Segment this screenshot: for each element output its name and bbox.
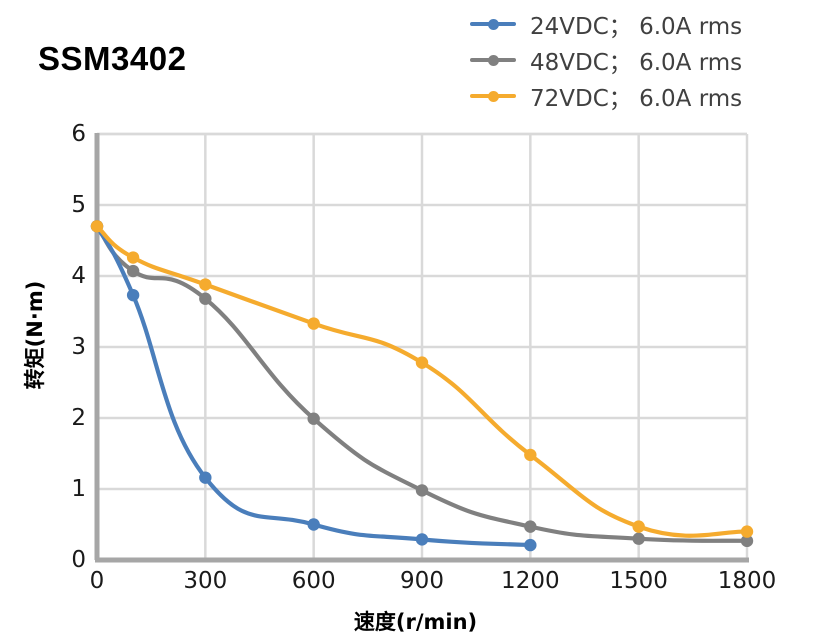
data-point [126,288,140,302]
y-tick-label: 4 [71,263,86,289]
legend-label-24vdc: 24VDC； 6.0A rms [530,14,743,40]
legend-dot-48vdc [487,54,499,66]
y-tick-label: 1 [71,476,86,502]
data-point [126,251,140,264]
legend-label-72vdc: 72VDC； 6.0A rms [530,86,743,112]
y-axis-title: 转矩(N·m) [23,280,47,390]
data-point [126,264,140,278]
data-point [524,520,537,533]
data-point [524,448,537,462]
x-tick-label: 1500 [609,568,668,594]
y-tick-label: 5 [71,192,86,218]
data-point [199,471,212,484]
data-point [740,525,754,538]
series-line [94,224,750,543]
data-point [415,356,429,369]
x-tick-label: 1800 [717,568,777,594]
legend-dot-72vdc [487,90,499,102]
series-line [94,224,750,538]
data-point [740,534,754,548]
x-axis-title: 速度(r/min) [353,610,478,634]
data-point [415,484,429,497]
legend-item-72vdc[interactable]: 72VDC； 6.0A rms [470,82,743,112]
series-72vdc [90,220,754,538]
legend-item-48vdc[interactable]: 48VDC； 6.0A rms [470,46,743,76]
data-point [415,533,429,546]
legend-marker-48vdc [470,53,516,67]
legend-label-48vdc: 48VDC； 6.0A rms [530,50,743,76]
legend-dot-24vdc [487,18,499,30]
y-tick-label: 2 [71,405,86,431]
data-point [632,520,645,533]
x-tick-label: 0 [89,568,105,594]
x-tick-label: 600 [291,568,336,594]
legend-item-24vdc[interactable]: 24VDC； 6.0A rms [470,10,743,40]
page-title: SSM3402 [38,40,187,77]
data-point [524,538,537,552]
x-tick-label: 1200 [501,568,560,594]
data-point [307,518,320,531]
data-point [90,220,104,233]
data-point [307,412,320,425]
legend-marker-24vdc [470,17,516,31]
chart-legend: 24VDC； 6.0A rms 48VDC； 6.0A rms 72VDC； 6… [470,10,743,112]
legend-marker-72vdc [470,89,516,103]
x-tick-label: 300 [183,568,228,594]
x-tick-label: 900 [400,568,444,594]
axis-lines [94,133,749,563]
data-point [307,317,320,330]
data-point [199,278,212,291]
data-point [199,292,212,305]
y-tick-label: 6 [71,121,86,147]
y-tick-label: 3 [71,334,86,360]
data-point [632,532,645,545]
y-tick-label: 0 [71,547,86,573]
